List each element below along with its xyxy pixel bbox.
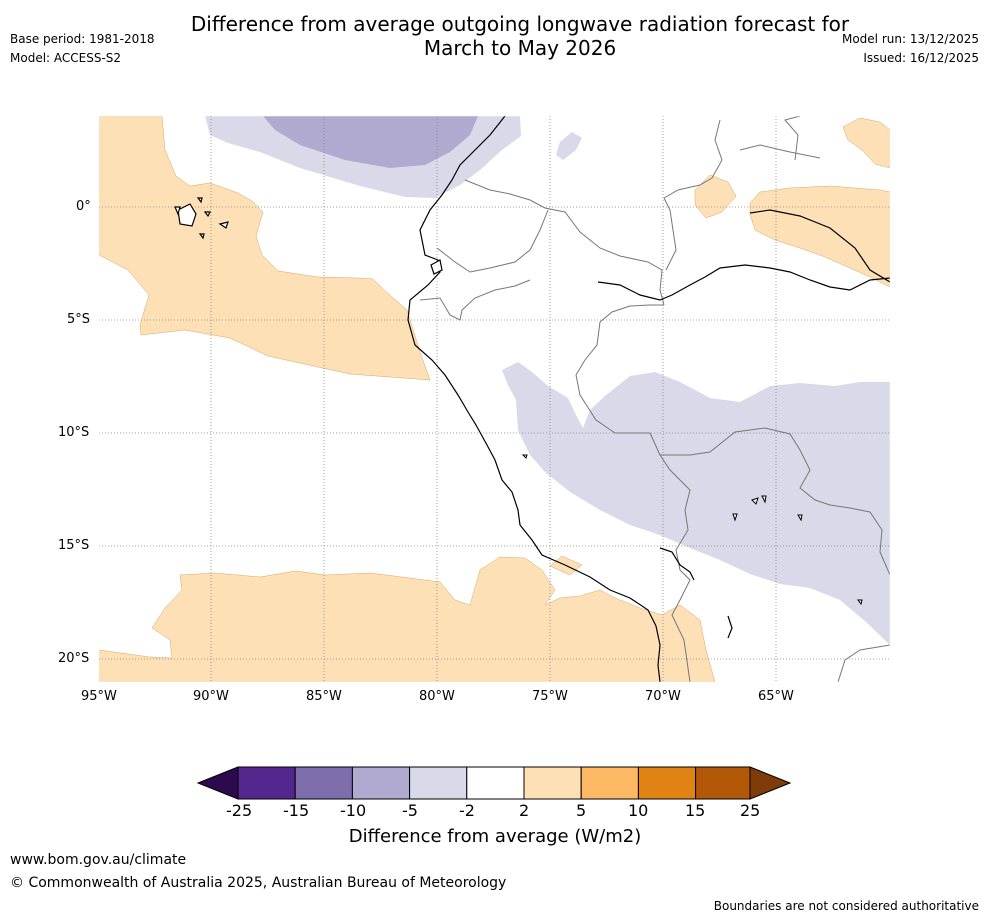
anomaly-positive-galapagos <box>99 116 431 381</box>
colorbar-bin <box>466 766 525 800</box>
lon-label: 90°W <box>193 689 229 704</box>
colorbar-bin <box>637 766 697 800</box>
colorbar-extend-high <box>749 766 792 800</box>
map-title: Difference from average outgoing longwav… <box>150 12 890 60</box>
lake-titicaca <box>521 454 863 606</box>
map-frame <box>98 115 891 683</box>
colorbar-tick: -15 <box>283 801 310 820</box>
galapagos-islands <box>174 197 443 275</box>
colorbar <box>196 766 792 800</box>
graticule <box>99 116 890 682</box>
colorbar-bin <box>523 766 582 800</box>
lon-label: 75°W <box>532 689 568 704</box>
base-period: Base period: 1981-2018 <box>10 32 155 46</box>
anomaly-positive-northeast <box>749 185 890 288</box>
title-line-2: March to May 2026 <box>423 36 617 60</box>
lat-label: 10°S <box>58 425 90 440</box>
colorbar-tick: 5 <box>576 801 587 820</box>
lon-label: 70°W <box>645 689 681 704</box>
lat-label: 0° <box>76 199 91 214</box>
model-name: Model: ACCESS-S2 <box>10 51 122 65</box>
lat-label: 5°S <box>67 312 91 327</box>
anomaly-negative-small <box>556 132 582 160</box>
colorbar-tick: 10 <box>628 801 649 820</box>
colorbar-extend-low <box>196 766 239 800</box>
anomaly-positive-south <box>99 556 716 682</box>
lon-label: 85°W <box>306 689 342 704</box>
lat-label: 20°S <box>58 651 90 666</box>
lon-label: 95°W <box>81 689 117 704</box>
colorbar-tick: -25 <box>226 801 253 820</box>
lon-label: 80°W <box>419 689 455 704</box>
colorbar-bin <box>580 766 639 800</box>
colorbar-bin <box>409 766 468 800</box>
colorbar-bin <box>351 766 411 800</box>
issued-date: Issued: 16/12/2025 <box>863 51 979 65</box>
colorbar-tick: 25 <box>740 801 761 820</box>
colorbar-tick: -2 <box>459 801 475 820</box>
country-boundaries <box>419 116 890 682</box>
map-area <box>99 116 890 682</box>
colorbar-bin <box>237 766 296 800</box>
lon-label: 65°W <box>758 689 794 704</box>
model-run: Model run: 13/12/2025 <box>841 32 979 46</box>
colorbar-tick: 15 <box>685 801 706 820</box>
anomaly-positive-caribbean <box>842 117 890 169</box>
colorbar-label: Difference from average (W/m2) <box>348 826 642 847</box>
coastline <box>407 116 890 682</box>
anomaly-negative-mid-north <box>263 116 478 168</box>
disclaimer: Boundaries are not considered authoritat… <box>713 899 979 913</box>
colorbar-tick: 2 <box>519 801 530 820</box>
footer-url[interactable]: www.bom.gov.au/climate <box>10 852 187 868</box>
colorbar-bin <box>294 766 353 800</box>
colorbar-bin <box>695 766 751 800</box>
colorbar-tick: -5 <box>402 801 418 820</box>
lat-label: 15°S <box>58 538 90 553</box>
colorbar-tick: -10 <box>340 801 367 820</box>
title-line-1: Difference from average outgoing longwav… <box>190 12 850 36</box>
copyright: © Commonwealth of Australia 2025, Austra… <box>10 875 507 891</box>
